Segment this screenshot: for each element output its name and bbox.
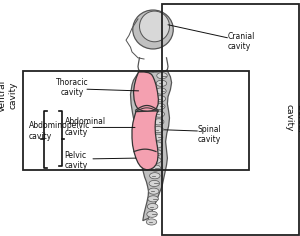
Ellipse shape [147,203,158,210]
Ellipse shape [156,88,166,94]
Text: Cranial
cavity: Cranial cavity [228,32,255,51]
Ellipse shape [151,150,162,156]
Polygon shape [134,72,158,111]
Text: Abdominal
cavity: Abdominal cavity [64,117,106,137]
Ellipse shape [147,211,157,217]
Ellipse shape [152,134,163,140]
Text: Spinal
cavity: Spinal cavity [198,125,222,144]
Text: Dorsal
cavity: Dorsal cavity [284,104,300,132]
Bar [162,4,298,235]
Ellipse shape [148,188,159,194]
Polygon shape [132,111,158,170]
Ellipse shape [152,142,162,148]
Ellipse shape [149,180,160,186]
Polygon shape [130,71,172,221]
Ellipse shape [148,196,158,202]
Ellipse shape [140,11,169,42]
Bar [22,71,249,170]
Ellipse shape [153,119,164,125]
Ellipse shape [151,157,161,163]
Text: Abdominopelvic
cavity: Abdominopelvic cavity [28,121,90,141]
Ellipse shape [150,173,160,179]
Ellipse shape [154,103,165,110]
Text: Thoracic
cavity: Thoracic cavity [56,78,88,97]
Ellipse shape [133,10,173,49]
Ellipse shape [156,80,167,86]
Text: Ventral
cavity: Ventral cavity [0,80,17,112]
Ellipse shape [157,73,167,79]
Ellipse shape [154,111,164,117]
Text: Pelvic
cavity: Pelvic cavity [64,151,88,170]
Ellipse shape [153,126,164,133]
Ellipse shape [155,96,166,102]
Ellipse shape [146,219,157,225]
Ellipse shape [150,165,160,171]
